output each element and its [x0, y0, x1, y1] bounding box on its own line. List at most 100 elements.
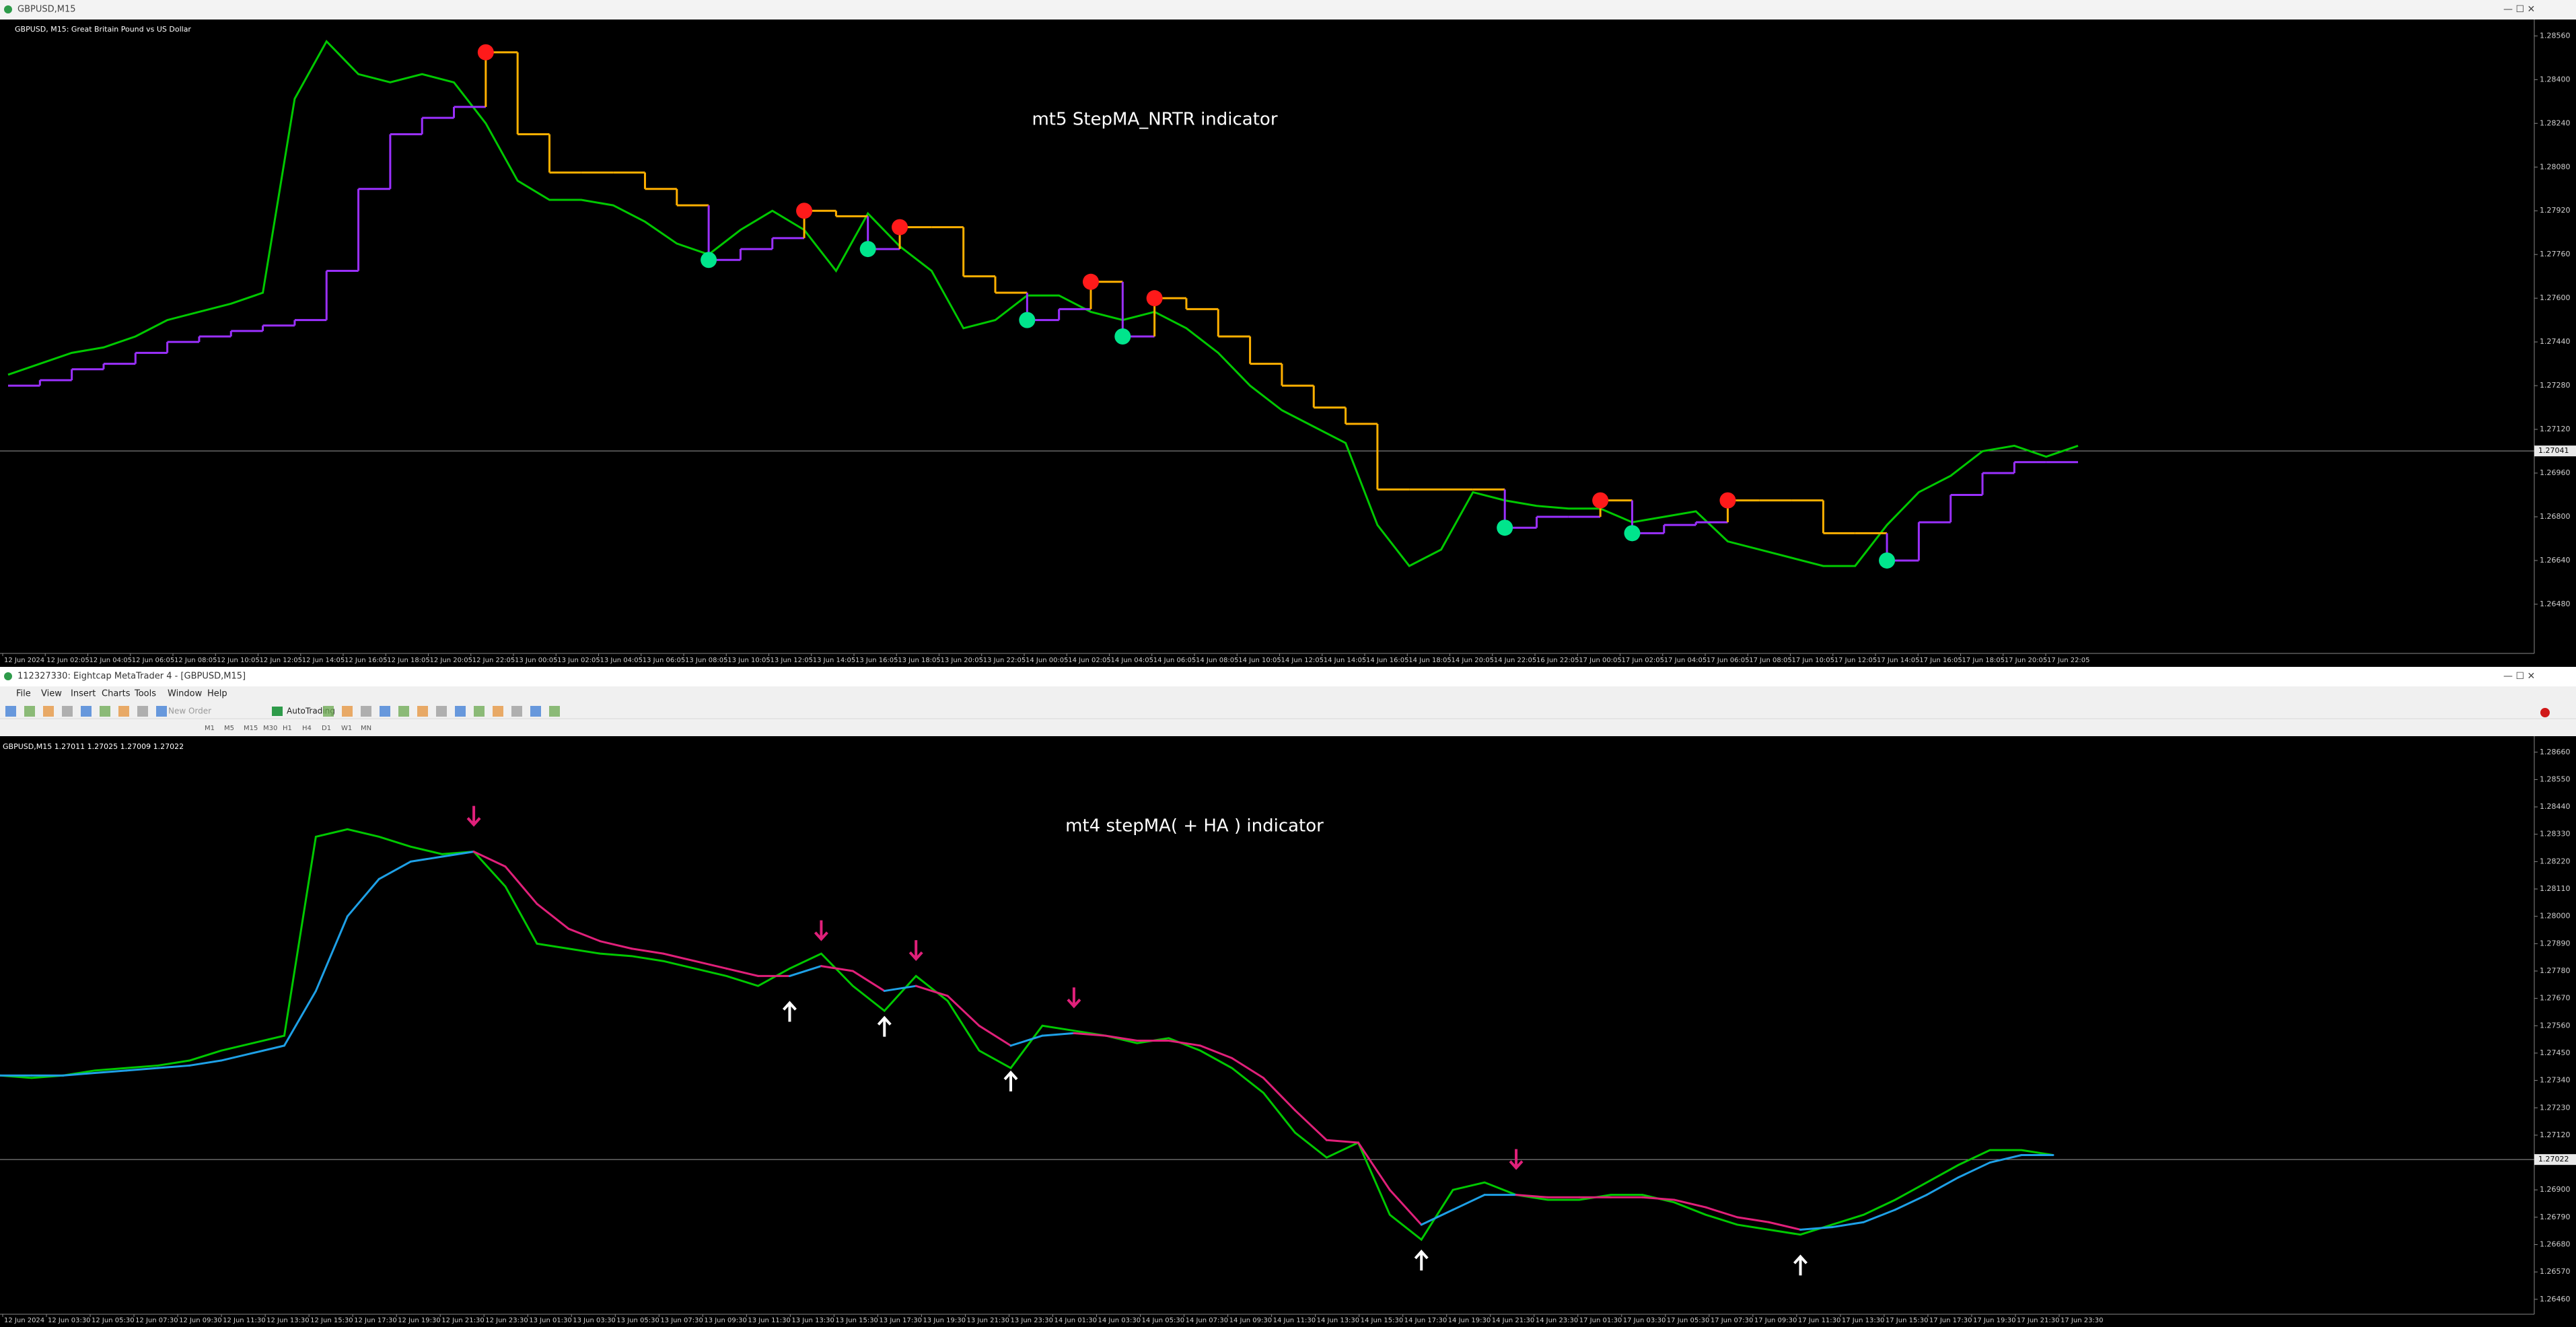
time-label: 14 Jun 19:30 [1448, 1317, 1491, 1324]
toolbar-icon[interactable] [24, 706, 35, 717]
toolbar-icon[interactable] [511, 706, 522, 717]
y-tick-label: 1.26570 [2540, 1267, 2571, 1276]
time-label: 14 Jun 20:05 [1452, 657, 1495, 664]
stepma-segment [94, 1069, 128, 1075]
buy-signal-dot [1019, 312, 1036, 328]
window-title: 112327330: Eightcap MetaTrader 4 - [GBPU… [17, 672, 246, 682]
time-label: 13 Jun 05:30 [616, 1317, 659, 1324]
alert-icon[interactable] [2540, 708, 2550, 717]
toolbar-button[interactable]: New Order [168, 707, 211, 716]
time-label: 14 Jun 14:05 [1324, 657, 1367, 664]
toolbar-icon[interactable] [417, 706, 428, 717]
y-tick-label: 1.26480 [2540, 600, 2571, 608]
sell-signal-dot [1719, 492, 1736, 509]
toolbar-icon[interactable] [137, 706, 148, 717]
time-label: 12 Jun 23:30 [485, 1317, 528, 1324]
autotrading-icon[interactable] [272, 707, 283, 716]
toolbar-icon[interactable] [100, 706, 110, 717]
menu-item[interactable]: Tools [134, 689, 156, 699]
stepma-segment [883, 984, 917, 993]
price-line [7, 39, 2079, 567]
current-price-label: 1.27022 [2538, 1155, 2569, 1163]
y-tick-label: 1.28550 [2540, 775, 2571, 783]
price-line [0, 828, 2054, 1242]
time-label: 17 Jun 05:30 [1667, 1317, 1710, 1324]
timeframe-button[interactable]: M5 [224, 725, 234, 732]
time-label: 17 Jun 12:05 [1834, 657, 1877, 664]
toolbar-icon[interactable] [361, 706, 371, 717]
toolbar-icon[interactable] [43, 706, 54, 717]
time-label: 12 Jun 15:30 [310, 1317, 353, 1324]
time-label: 17 Jun 19:30 [1973, 1317, 2016, 1324]
timeframe-button[interactable]: H1 [283, 725, 292, 732]
time-label: 14 Jun 05:30 [1142, 1317, 1185, 1324]
time-label: 14 Jun 21:30 [1492, 1317, 1535, 1324]
toolbar-icon[interactable] [549, 706, 560, 717]
stepma-segment [725, 967, 760, 977]
timeframe-button[interactable]: M15 [244, 725, 258, 732]
toolbar-icon[interactable] [156, 706, 167, 717]
timeframe-button[interactable]: H4 [302, 725, 312, 732]
toolbar-icon[interactable] [342, 706, 353, 717]
toolbar-icon[interactable] [530, 706, 541, 717]
stepma-segment [1168, 1039, 1202, 1047]
time-label: 12 Jun 17:30 [354, 1317, 397, 1324]
timeframe-button[interactable]: D1 [322, 725, 331, 732]
time-label: 13 Jun 21:30 [966, 1317, 1009, 1324]
menu-item[interactable]: File [16, 689, 31, 699]
y-tick-label: 1.27890 [2540, 939, 2571, 947]
timeframe-button[interactable]: M30 [263, 725, 277, 732]
stepma-segment [188, 1059, 223, 1067]
sell-arrow [814, 920, 828, 941]
stepma-segment [157, 1064, 191, 1069]
stepma-segment [409, 855, 443, 863]
window-controls[interactable]: — ☐ ✕ [2503, 671, 2535, 682]
menu-item[interactable]: View [41, 689, 62, 699]
toolbar-icon[interactable] [62, 706, 73, 717]
toolbar-icon[interactable] [398, 706, 409, 717]
time-label: 14 Jun 02:05 [1068, 657, 1111, 664]
stepma-segment [1104, 1034, 1139, 1042]
menu-item[interactable]: Window [168, 689, 203, 699]
menu-item[interactable]: Insert [71, 689, 96, 699]
menu-item[interactable]: Help [207, 689, 227, 699]
time-label: 12 Jun 20:05 [430, 657, 473, 664]
toolbar-icon[interactable] [474, 706, 485, 717]
toolbar-icon[interactable] [118, 706, 129, 717]
toolbar-icon[interactable] [5, 706, 16, 717]
toolbar-icon[interactable] [380, 706, 390, 717]
time-label: 12 Jun 05:30 [92, 1317, 135, 1324]
time-label: 12 Jun 07:30 [135, 1317, 178, 1324]
timeframe-button[interactable]: M1 [205, 725, 215, 732]
toolbar-icon[interactable] [81, 706, 92, 717]
stepma-segment [1830, 1221, 1865, 1229]
stepma-segment [1894, 1194, 1928, 1211]
window-controls[interactable]: — ☐ ✕ [2503, 4, 2535, 15]
y-tick-label: 1.27560 [2540, 1021, 2571, 1030]
y-tick-label: 1.27760 [2540, 250, 2571, 258]
stepma-segment [978, 1024, 1012, 1047]
indicator-label: mt4 stepMA( + HA ) indicator [1065, 816, 1324, 836]
stepma-segment [1862, 1209, 1896, 1223]
toolbar-icon[interactable] [323, 706, 334, 717]
toolbar-icon[interactable] [493, 706, 503, 717]
stepma-segment [378, 860, 412, 880]
y-tick-label: 1.28560 [2540, 31, 2571, 40]
stepma-segment [851, 970, 886, 993]
toolbar-icon[interactable] [436, 706, 447, 717]
time-label: 12 Jun 16:05 [345, 657, 388, 664]
time-label: 14 Jun 00:05 [1026, 657, 1069, 664]
toolbar-icon[interactable] [455, 706, 466, 717]
time-label: 17 Jun 16:05 [1919, 657, 1962, 664]
time-label: 14 Jun 17:30 [1404, 1317, 1447, 1324]
current-price-box [2534, 445, 2576, 457]
time-label: 17 Jun 00:05 [1579, 657, 1622, 664]
toolbar-button[interactable]: AutoTrading [287, 707, 335, 716]
timeframe-button[interactable]: MN [361, 725, 371, 732]
time-label: 12 Jun 08:05 [174, 657, 217, 664]
time-label: 17 Jun 09:30 [1754, 1317, 1797, 1324]
timeframe-button[interactable]: W1 [341, 725, 352, 732]
menu-item[interactable]: Charts [102, 689, 131, 699]
app-icon [4, 5, 12, 13]
